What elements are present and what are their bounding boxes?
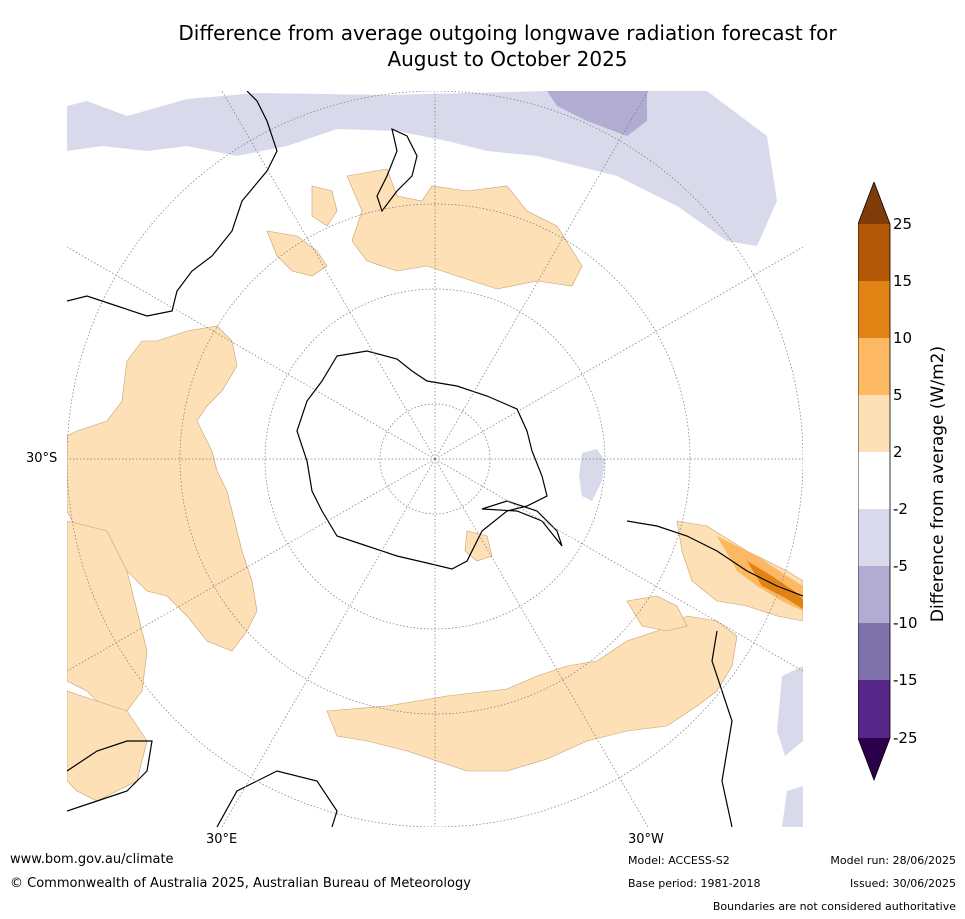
footer-copyright: © Commonwealth of Australia 2025, Austra…: [10, 876, 471, 891]
anomaly-neg-strong: [547, 91, 647, 136]
title-line-2: August to October 2025: [387, 47, 628, 71]
anomaly-pos-southwest: [67, 690, 148, 802]
meridian-150w: [434, 91, 649, 460]
graticule: [67, 91, 803, 827]
meridian-120w: [434, 246, 803, 460]
colorbar-outline: [858, 182, 891, 782]
anomaly-pos-tasman: [346, 168, 583, 290]
anomaly-pos-nz-east: [311, 185, 338, 227]
lat-circle-80: [379, 403, 491, 515]
colorbar-band-5-10: [858, 338, 890, 395]
anomaly-pos-indian-west: [67, 520, 148, 712]
anomaly-pos-coral: [266, 230, 328, 277]
chart-title: Difference from average outgoing longwav…: [50, 20, 965, 72]
footer-base-period: Base period: 1981-2018: [628, 877, 761, 890]
lon-label-30w: 30°W: [628, 832, 664, 847]
anomaly-neg-small-2: [777, 666, 803, 756]
colorbar-tick: -15: [893, 671, 918, 689]
colorbar-tick: 25: [893, 215, 913, 233]
meridian-30e: [221, 458, 436, 827]
colorbar-tick: -10: [893, 614, 918, 632]
coast-antarctica: [296, 350, 548, 570]
lat-circle-60: [264, 288, 606, 630]
colorbar-band-m5-m10: [858, 566, 890, 623]
colorbar-title: Difference from average (W/m2): [928, 345, 948, 623]
colorbar-band-m15-m25: [858, 680, 890, 738]
colorbar-extend-top: [858, 182, 890, 224]
footer-disclaimer: Boundaries are not considered authoritat…: [712, 900, 956, 913]
colorbar-tick: -2: [893, 500, 908, 518]
anomaly-pos-indian: [67, 325, 258, 652]
footer-model: Model: ACCESS-S2: [628, 854, 730, 867]
anomaly-neg-small-3: [782, 786, 803, 827]
anomaly-neg-small-1: [579, 449, 605, 501]
footer-url-link[interactable]: www.bom.gov.au/climate: [10, 852, 174, 867]
meridian-60e: [67, 458, 436, 672]
lon-label-30e: 30°E: [206, 832, 238, 847]
colorbar-band-10-15: [858, 281, 890, 338]
coast-africa: [67, 740, 338, 827]
colorbar-band-neutral: [858, 452, 890, 509]
meridian-150e: [221, 91, 436, 460]
polar-map: [67, 91, 803, 827]
colorbar-band-15-25: [858, 224, 890, 281]
colorbar-band-m10-m15: [858, 623, 890, 680]
anomaly-pos-antarctic-pen: [464, 530, 493, 562]
colorbar-tick: -5: [893, 557, 908, 575]
coast-australia: [67, 91, 278, 317]
colorbar-band-2-5: [858, 395, 890, 452]
colorbar-tick: 10: [893, 329, 913, 347]
colorbar-tick: 5: [893, 386, 903, 404]
coastlines: [67, 91, 803, 827]
anomaly-pos-atlantic-north: [626, 595, 688, 632]
footer-model-run: Model run: 28/06/2025: [830, 854, 956, 867]
colorbar: [858, 182, 891, 782]
anomaly-neg-indian-ocean: [67, 91, 777, 246]
colorbar-tick: 15: [893, 272, 913, 290]
anomaly-pos-south-atlantic: [326, 615, 738, 772]
meridian-30w: [434, 458, 649, 827]
colorbar-tick: 2: [893, 443, 903, 461]
lat-circle-45: [179, 203, 691, 715]
colorbar-extend-bottom: [858, 738, 890, 780]
footer-issued: Issued: 30/06/2025: [849, 877, 956, 890]
colorbar-tick: -25: [893, 729, 918, 747]
coast-south-america: [626, 520, 803, 827]
meridian-60w: [434, 458, 803, 672]
lat-label-30s: 30°S: [26, 451, 58, 466]
colorbar-band-m2-m5: [858, 509, 890, 566]
coast-nz: [376, 127, 418, 213]
coast-antarctic-peninsula: [481, 500, 563, 547]
meridian-120e: [67, 246, 436, 460]
title-line-1: Difference from average outgoing longwav…: [178, 21, 837, 45]
map-panel[interactable]: [67, 91, 803, 827]
